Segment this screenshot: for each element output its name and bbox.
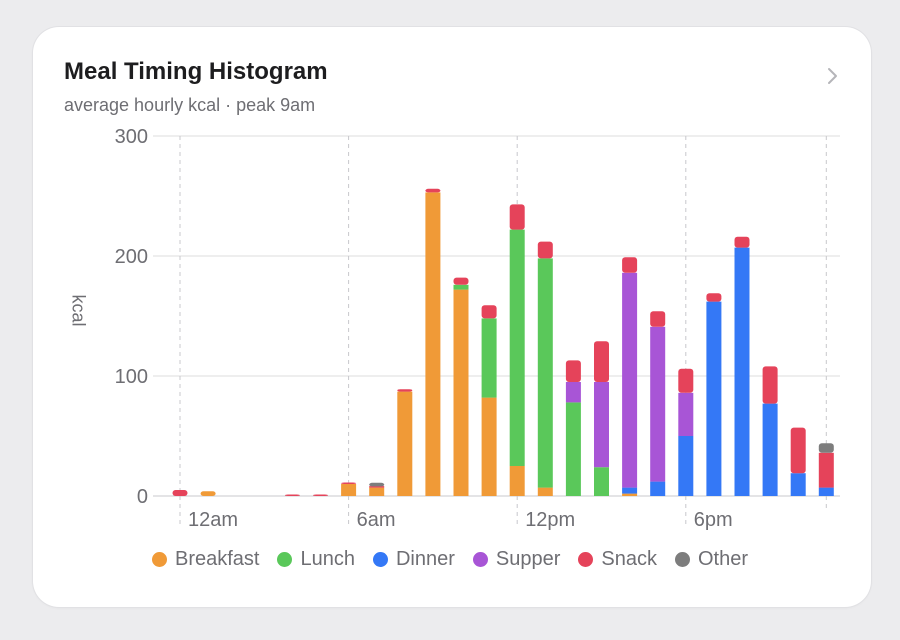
legend-label: Snack — [601, 548, 657, 570]
bar-breakfast-10 — [453, 289, 469, 496]
bar-snack-17 — [650, 311, 666, 327]
bar-snack-16 — [622, 257, 638, 273]
x-tick-label: 12am — [188, 509, 238, 531]
bar-snack-23 — [818, 452, 834, 488]
bar-other-7 — [369, 482, 385, 487]
bar-snack-12 — [509, 204, 525, 230]
bar-snack-0 — [172, 490, 188, 496]
x-tick-label: 12pm — [525, 509, 575, 531]
bar-snack-18 — [678, 368, 694, 393]
bar-snack-15 — [594, 341, 609, 382]
bar-breakfast-7 — [369, 487, 385, 496]
bar-breakfast-9 — [425, 192, 441, 496]
bar-snack-21 — [762, 366, 778, 404]
legend-label: Breakfast — [174, 548, 260, 570]
y-tick-label: 200 — [115, 246, 148, 268]
legend-swatch — [151, 552, 167, 567]
bar-snack-4 — [284, 494, 300, 496]
bar-dinner-18 — [678, 436, 694, 496]
legend-swatch — [372, 552, 388, 567]
bar-snack-14 — [565, 360, 581, 382]
bar-snack-11 — [481, 305, 497, 319]
meal-timing-card[interactable] — [33, 27, 871, 607]
chart-title: Meal Timing Histogram — [64, 58, 328, 85]
bar-supper-15 — [594, 382, 609, 468]
x-tick-label: 6am — [357, 509, 396, 531]
bar-snack-13 — [537, 241, 553, 259]
bar-snack-7 — [369, 486, 385, 488]
legend-swatch — [472, 552, 488, 567]
legend: Breakfast Lunch Dinner Supper Snack Other — [0, 548, 900, 571]
bar-snack-9 — [425, 188, 441, 193]
bar-dinner-21 — [762, 403, 778, 496]
legend-swatch — [277, 552, 293, 567]
bar-other-23 — [818, 443, 834, 453]
bar-dinner-19 — [706, 301, 722, 496]
chevron-right-icon[interactable] — [820, 64, 844, 88]
bar-snack-10 — [453, 277, 469, 285]
bar-supper-16 — [622, 272, 638, 488]
legend-item-other: Other — [674, 548, 749, 571]
bar-lunch-11 — [481, 318, 497, 398]
y-tick-label: 300 — [115, 126, 148, 148]
bar-lunch-14 — [565, 402, 581, 496]
bar-supper-14 — [565, 382, 581, 403]
bar-supper-17 — [650, 326, 666, 482]
legend-item-breakfast: Breakfast — [151, 548, 260, 571]
bar-dinner-22 — [790, 473, 806, 496]
chart-subtitle: average hourly kcal · peak 9am — [64, 95, 316, 115]
bar-lunch-10 — [453, 284, 469, 290]
bar-breakfast-8 — [397, 391, 413, 496]
bar-breakfast-1 — [200, 491, 216, 496]
bar-dinner-20 — [734, 247, 750, 496]
bar-snack-22 — [790, 427, 806, 474]
legend-label: Dinner — [395, 548, 455, 570]
bar-snack-6 — [341, 482, 357, 484]
legend-item-lunch: Lunch — [277, 548, 355, 571]
bar-lunch-15 — [594, 467, 609, 496]
bar-snack-19 — [706, 293, 722, 302]
legend-label: Supper — [495, 548, 561, 570]
bar-dinner-16 — [622, 487, 638, 494]
bar-snack-8 — [397, 389, 413, 392]
legend-label: Lunch — [300, 548, 355, 570]
legend-item-supper: Supper — [472, 548, 561, 571]
y-tick-label: 100 — [115, 366, 148, 388]
bar-breakfast-16 — [622, 493, 638, 496]
legend-item-snack: Snack — [578, 548, 657, 571]
x-tick-label: 6pm — [694, 509, 733, 531]
legend-label: Other — [697, 548, 749, 570]
bar-snack-20 — [734, 236, 750, 248]
legend-swatch — [578, 552, 594, 567]
legend-swatch — [674, 552, 690, 567]
bar-breakfast-11 — [481, 397, 497, 496]
bar-breakfast-13 — [537, 487, 553, 496]
bar-supper-18 — [678, 392, 694, 436]
bar-snack-5 — [313, 494, 328, 496]
bar-breakfast-12 — [509, 466, 525, 496]
bar-dinner-23 — [818, 487, 834, 496]
bar-lunch-13 — [537, 258, 553, 488]
bar-dinner-17 — [650, 481, 666, 496]
legend-item-dinner: Dinner — [372, 548, 455, 571]
y-tick-label: 0 — [137, 486, 148, 508]
bar-breakfast-6 — [341, 484, 357, 496]
bar-lunch-12 — [509, 229, 525, 466]
